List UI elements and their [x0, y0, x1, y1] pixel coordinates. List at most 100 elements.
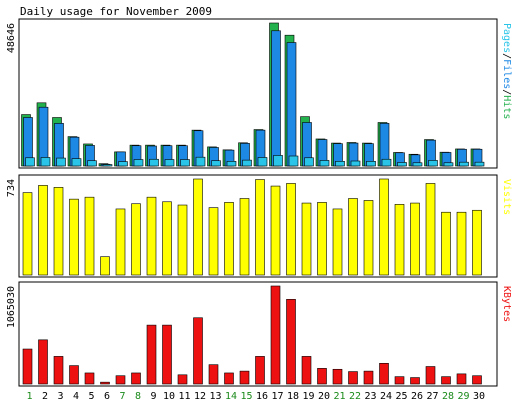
pages-bar	[71, 158, 82, 167]
max-value-label: 48646	[6, 23, 17, 53]
pages-bar	[319, 160, 330, 167]
visits-bar	[379, 178, 389, 276]
kbytes-bar	[239, 370, 250, 385]
visits-bar	[100, 256, 110, 276]
kbytes-bar	[255, 356, 265, 385]
pages-bar	[335, 160, 345, 167]
pages-bar	[242, 159, 252, 167]
visits-bar	[317, 202, 327, 276]
day-label: 5	[88, 391, 94, 402]
day-label: 8	[135, 391, 141, 402]
day-labels: 1 2 3 4 5 6 7 8 9 10 11 12 13 14 15 16 17 18 19 20 21 22 23 24 2…	[26, 391, 485, 402]
pages-bar	[397, 162, 407, 167]
kbytes-bar	[193, 317, 203, 385]
visits-bar	[394, 204, 405, 276]
chart-title: Daily usage for November 2009	[20, 5, 212, 18]
day-label: 2	[42, 391, 48, 402]
kbytes-bar	[115, 375, 126, 385]
day-label: 15	[240, 391, 252, 402]
visits-bar	[441, 211, 451, 276]
kbytes-bar	[53, 356, 64, 385]
day-label: 9	[150, 391, 156, 402]
files-bar	[271, 30, 281, 167]
legend-item: /	[501, 89, 512, 95]
pages-bar	[443, 162, 454, 167]
pages-bar	[459, 161, 469, 167]
kbytes-bar	[332, 368, 343, 385]
kbytes-bar	[425, 366, 436, 385]
day-label: 10	[163, 391, 175, 402]
max-value-label: 734	[6, 179, 17, 197]
day-label: 12	[194, 391, 206, 402]
visits-bar	[115, 208, 126, 276]
panels: 48646 Pages/Files/Hits 734 Visits 1065030 KBy…	[6, 18, 512, 387]
pages-bar	[366, 160, 376, 167]
legend-item: /	[501, 53, 512, 59]
visits-bar	[255, 179, 265, 276]
visits-bar	[332, 208, 343, 276]
kbytes-bar	[410, 377, 420, 385]
day-label: 21	[333, 391, 345, 402]
day-label: 14	[225, 391, 237, 402]
kbytes-bar	[348, 371, 358, 385]
day-label: 17	[271, 391, 283, 402]
visits-bar	[177, 204, 188, 276]
day-label: 27	[426, 391, 438, 402]
day-label: 25	[395, 391, 407, 402]
visits-bar	[131, 203, 141, 276]
pages-bar	[211, 160, 221, 167]
visits-bar	[270, 185, 281, 276]
visits-bar	[38, 185, 48, 276]
visits-bar	[301, 202, 312, 276]
visits-bar	[162, 201, 172, 276]
day-label: 23	[364, 391, 376, 402]
day-label: 4	[73, 391, 79, 402]
kbytes-bar	[301, 356, 312, 385]
kbytes-bar	[69, 365, 79, 385]
visits-bar	[69, 198, 79, 276]
pages-bar	[273, 155, 283, 167]
legend-hits: Pages/Files/Hits	[501, 23, 512, 119]
kbytes-bar	[146, 324, 157, 385]
day-label: 19	[302, 391, 314, 402]
day-label: 6	[104, 391, 110, 402]
kbytes-bar	[22, 348, 33, 385]
kbytes-bar	[456, 373, 467, 385]
pages-bar	[87, 160, 97, 167]
day-label: 26	[411, 391, 423, 402]
day-label: 18	[287, 391, 299, 402]
day-label: 29	[457, 391, 469, 402]
kbytes-bar	[270, 285, 281, 385]
legend-visits: Visits	[501, 179, 512, 215]
kbytes-bar	[394, 376, 405, 385]
legend-item: Hits	[501, 95, 512, 119]
kbytes-bar	[131, 372, 141, 385]
pages-bar	[474, 161, 485, 167]
pages-bar	[428, 160, 438, 167]
visits-bar	[22, 192, 33, 276]
day-label: 16	[256, 391, 268, 402]
pages-bar	[304, 157, 314, 167]
kbytes-bar	[317, 368, 327, 385]
pages-bar	[350, 160, 361, 167]
visits-bar	[456, 211, 467, 276]
pages-bar	[149, 158, 159, 167]
kbytes-bar	[472, 375, 482, 385]
kbytes-bar	[441, 376, 451, 385]
day-label: 3	[57, 391, 63, 402]
legend-item: KBytes	[501, 286, 512, 322]
panel-kbytes: 1065030 KBytes	[6, 281, 512, 387]
day-label: 20	[318, 391, 330, 402]
visits-bar	[363, 200, 374, 276]
kbytes-bar	[379, 362, 389, 385]
visits-bar	[208, 207, 219, 276]
legend-kbytes: KBytes	[501, 286, 512, 322]
kbytes-bar	[177, 374, 188, 385]
kbytes-bar	[38, 339, 48, 385]
kbytes-bar	[208, 364, 219, 385]
visits-bar	[193, 178, 203, 276]
visits-bar	[53, 187, 64, 276]
pages-bar	[118, 161, 128, 167]
panel-hits: 48646 Pages/Files/Hits	[6, 18, 512, 169]
pages-bar	[164, 159, 175, 167]
